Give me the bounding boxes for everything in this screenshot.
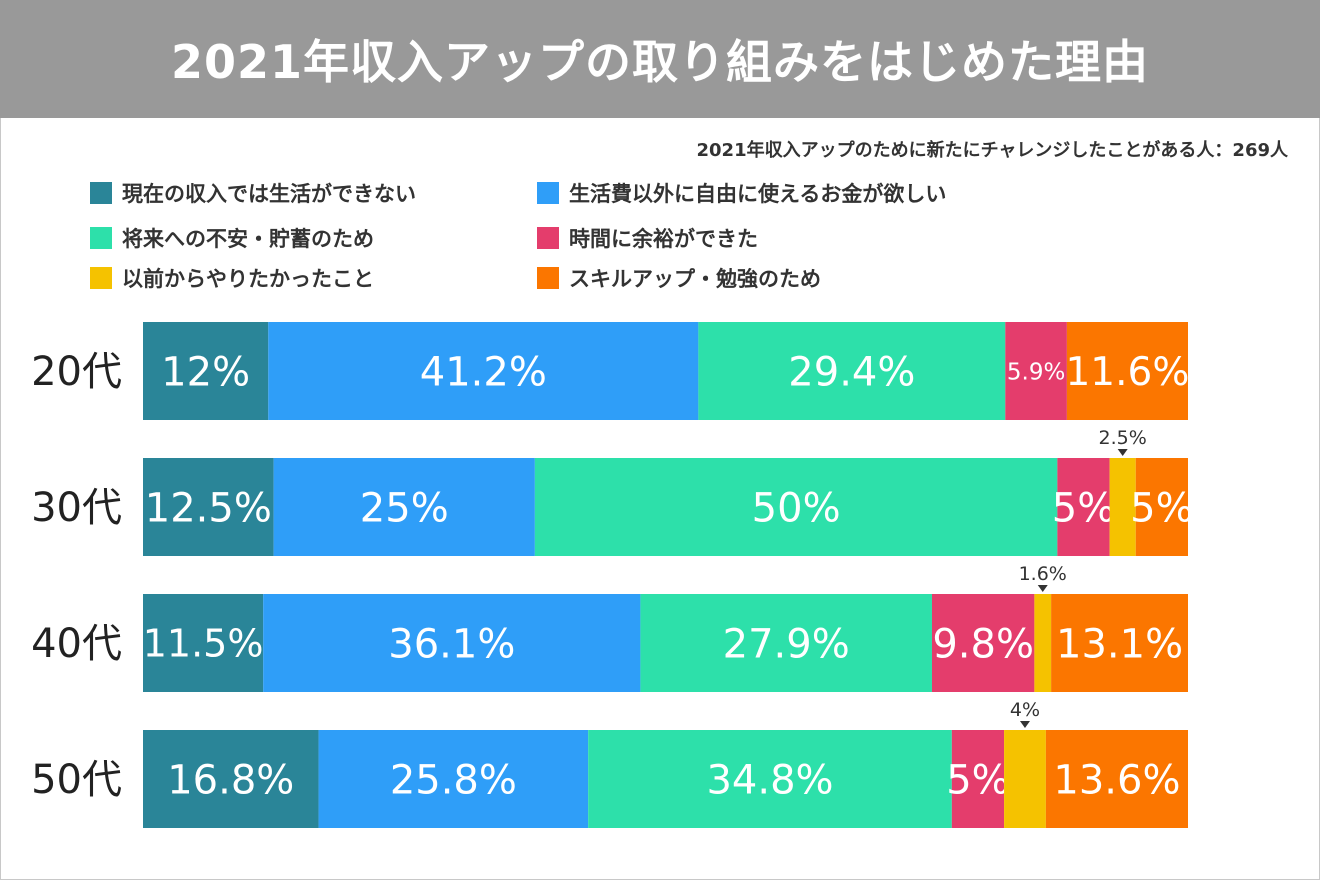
bar-segment — [143, 458, 274, 556]
data-label: 12.5% — [145, 485, 272, 531]
legend-item-current-income: 現在の収入では生活ができない — [90, 178, 416, 208]
data-label: 50% — [752, 485, 841, 531]
data-label: 9.8% — [932, 621, 1034, 667]
bar-segment — [263, 594, 641, 692]
bar-segment — [318, 730, 589, 828]
legend-item-future-savings: 将来への不安・貯蓄のため — [90, 223, 374, 253]
bar-segment — [951, 730, 1005, 828]
legend-swatch — [90, 267, 112, 289]
chart-title: 2021年収入アップの取り組みをはじめた理由 — [170, 35, 1150, 89]
data-label: 36.1% — [388, 621, 515, 667]
callout-pointer — [1117, 449, 1128, 456]
legend-item-free-money: 生活費以外に自由に使えるお金が欲しい — [537, 178, 946, 208]
bar-segment — [1066, 322, 1188, 420]
category-label: 50代 — [31, 757, 122, 803]
bar-segment — [1135, 458, 1188, 556]
data-label: 29.4% — [788, 349, 915, 395]
bar-segment — [931, 594, 1035, 692]
legend-item-skill-up: スキルアップ・勉強のため — [537, 263, 821, 293]
category-label: 20代 — [31, 349, 122, 395]
bar-segment — [588, 730, 952, 828]
legend-label: 以前からやりたかったこと — [122, 267, 374, 291]
title-banner: 2021年収入アップの取り組みをはじめた理由 — [0, 0, 1320, 118]
data-label: 13.1% — [1056, 621, 1183, 667]
bar-segment — [143, 322, 269, 420]
data-label: 2.5% — [1099, 427, 1147, 449]
data-label: 11.6% — [1065, 350, 1189, 395]
legend-label: 生活費以外に自由に使えるお金が欲しい — [569, 182, 947, 206]
legend-item-free-time: 時間に余裕ができた — [537, 223, 758, 253]
legend-label: 現在の収入では生活ができない — [122, 182, 416, 206]
legend-swatch — [90, 182, 112, 204]
stacked-bar-chart: 20代 12% 41.2% 29.4% 5.9% 11.6% 30代 12.5% 25% 50% 5… — [31, 322, 1194, 828]
data-label: 16.8% — [167, 757, 294, 803]
data-label: 13.6% — [1053, 757, 1180, 803]
category-label: 30代 — [31, 485, 122, 531]
data-label: 11.5% — [143, 622, 264, 666]
legend-label: 将来への不安・貯蓄のため — [122, 227, 374, 251]
bar-segment — [1004, 730, 1046, 828]
bar-segment — [268, 322, 699, 420]
data-label: 5% — [946, 757, 1009, 803]
data-label: 25% — [360, 485, 449, 531]
bar-segment — [1051, 594, 1188, 692]
bar-segment — [1045, 730, 1188, 828]
bar-segment — [1057, 458, 1110, 556]
data-label: 25.8% — [390, 757, 517, 803]
bar-segment — [1109, 458, 1136, 556]
data-label: 5.9% — [1007, 359, 1065, 385]
legend-swatch — [537, 227, 559, 249]
bar-segment — [1005, 322, 1067, 420]
legend-swatch — [537, 267, 559, 289]
legend-label: 時間に余裕ができた — [569, 227, 758, 251]
data-label: 12% — [161, 349, 250, 395]
bar-segment — [698, 322, 1006, 420]
legend-swatch — [90, 227, 112, 249]
bar-segment — [143, 594, 264, 692]
data-label: 4% — [1010, 699, 1040, 721]
bar-segment — [273, 458, 535, 556]
data-label: 5% — [1130, 485, 1193, 531]
bar-segment — [1034, 594, 1052, 692]
legend-item-always-wanted: 以前からやりたかったこと — [90, 263, 374, 293]
bar-segment — [640, 594, 932, 692]
data-label: 1.6% — [1019, 563, 1067, 585]
data-label: 34.8% — [706, 757, 833, 803]
bar-segment — [534, 458, 1058, 556]
bar-segment — [143, 730, 319, 828]
legend-label: スキルアップ・勉強のため — [569, 267, 821, 291]
data-label: 5% — [1052, 485, 1115, 531]
callout-pointer — [1037, 585, 1048, 592]
data-label: 41.2% — [420, 349, 547, 395]
data-label: 27.9% — [723, 621, 850, 667]
callout-pointer — [1019, 721, 1030, 728]
chart-subtitle: 2021年収入アップのために新たにチャレンジしたことがある人：269人 — [696, 140, 1289, 161]
legend-swatch — [537, 182, 559, 204]
category-label: 40代 — [31, 621, 122, 667]
